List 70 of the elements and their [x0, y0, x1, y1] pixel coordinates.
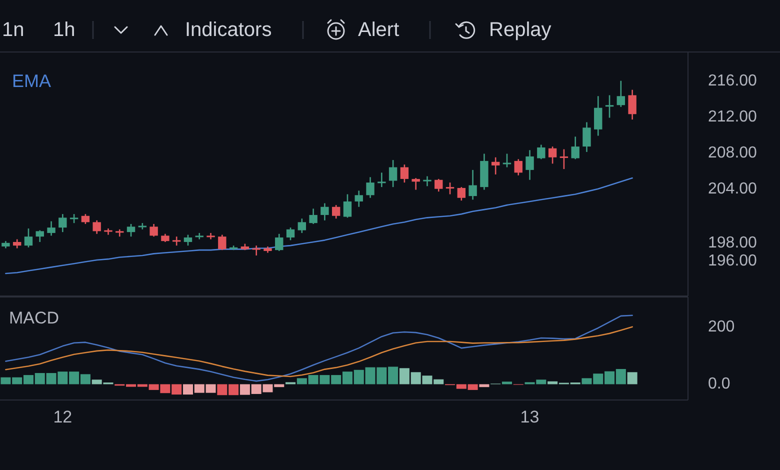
candlestick [446, 182, 454, 195]
candlestick [366, 176, 374, 199]
candlestick [332, 204, 340, 220]
candlestick [412, 177, 420, 190]
text: Indicators [185, 19, 272, 41]
candlestick [582, 122, 591, 153]
candlestick [104, 228, 112, 236]
candlestick [571, 136, 580, 160]
candlestick [47, 220, 56, 236]
line-series [5, 177, 633, 274]
candlestick [184, 234, 192, 246]
text: 1h [53, 19, 76, 41]
candlestick [537, 144, 546, 160]
x-tick-label: 12 [53, 408, 72, 426]
y-tick-label: 200 [708, 318, 735, 336]
candlestick [616, 80, 626, 108]
candlestick [206, 232, 215, 240]
candlestick [70, 213, 78, 224]
x-tick-label: 13 [520, 408, 540, 426]
candlestick [24, 228, 33, 248]
y-tick-label: 208.00 [708, 144, 758, 162]
candlestick [457, 186, 466, 202]
candlestick [343, 194, 352, 218]
candlestick [526, 149, 534, 180]
candlestick [218, 234, 226, 251]
text: MACD [9, 308, 60, 328]
candlestick [423, 176, 432, 187]
text: EMA [12, 71, 52, 91]
candlestick [434, 178, 443, 192]
y-tick-label: 212.00 [708, 108, 758, 126]
candlestick [195, 232, 204, 240]
candlestick [468, 169, 477, 200]
candlestick [36, 230, 44, 243]
candlestick [81, 213, 90, 225]
candlestick [12, 238, 22, 249]
candlestick [628, 89, 636, 120]
candlestick [286, 226, 295, 241]
text: 1n [2, 19, 24, 41]
candlestick [275, 233, 284, 252]
candlestick [126, 223, 136, 238]
y-tick-label: 0.0 [708, 376, 730, 393]
candlestick [252, 244, 260, 256]
candlestick [514, 158, 522, 176]
text: Replay [489, 19, 552, 41]
candlestick [594, 95, 602, 136]
candlestick [172, 236, 181, 246]
bar [502, 382, 512, 384]
candlestick [560, 148, 568, 170]
candlestick [320, 202, 329, 222]
bar [627, 372, 638, 384]
text: Alert [358, 19, 400, 41]
candlestick [58, 213, 67, 233]
candlestick [378, 172, 386, 188]
candlestick [491, 156, 500, 176]
candlestick [92, 220, 101, 235]
candlestick [150, 223, 158, 238]
candlestick [548, 146, 557, 164]
candlestick [502, 153, 512, 168]
candlestick [298, 218, 306, 234]
bar [479, 384, 490, 388]
candlestick [400, 164, 409, 184]
y-tick-label: 216.00 [708, 72, 758, 90]
line-series [5, 326, 633, 378]
y-tick-label: 204.00 [708, 180, 758, 198]
candlestick [309, 208, 318, 225]
candlestick [354, 190, 363, 208]
y-tick-label: 198.00 [708, 234, 758, 252]
candlestick [388, 159, 398, 188]
candlestick [605, 94, 614, 118]
y-tick-label: 196.00 [708, 252, 758, 270]
